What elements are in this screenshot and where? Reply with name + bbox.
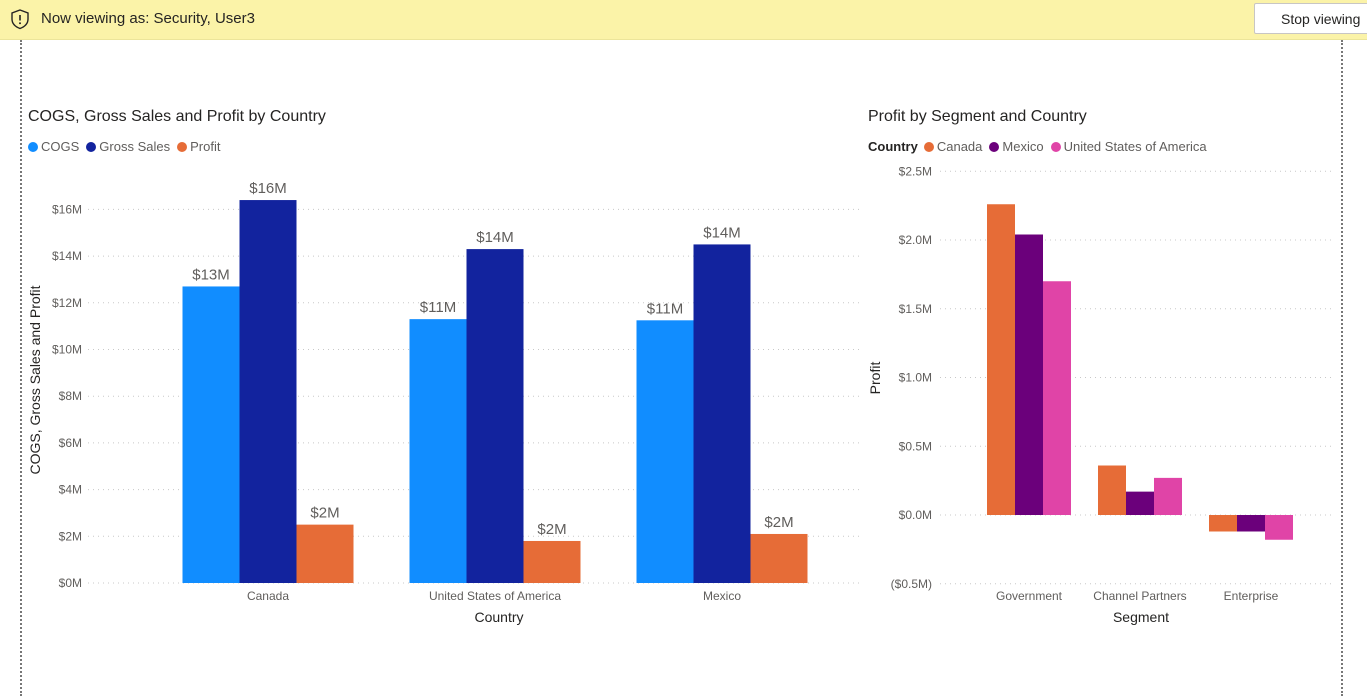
x-tick-label: Government xyxy=(996,589,1063,603)
data-label: $11M xyxy=(647,300,683,317)
legend-label: Canada xyxy=(936,139,983,154)
data-label: $11M xyxy=(420,299,456,316)
y-tick-label: $12M xyxy=(52,296,82,310)
bar xyxy=(523,540,581,583)
bar xyxy=(1154,477,1182,515)
viewing-as-banner: Now viewing as: Security, User3 Stop vie… xyxy=(0,0,1367,40)
chart2-title: Profit by Segment and Country xyxy=(868,108,1087,125)
y-tick-label: $0.5M xyxy=(899,439,932,453)
legend-dot-icon xyxy=(177,141,188,152)
y-axis-title: COGS, Gross Sales and Profit xyxy=(27,285,43,474)
legend-label: Gross Sales xyxy=(99,139,171,154)
chart1-legend: COGS Gross Sales Profit xyxy=(28,139,227,154)
legend-item-mexico[interactable]: Mexico xyxy=(989,139,1044,154)
y-axis-title: Profit xyxy=(867,362,883,395)
legend-dot-icon xyxy=(28,141,38,152)
x-tick-label: Canada xyxy=(247,589,289,603)
legend-label: United States of America xyxy=(1063,139,1207,154)
bar xyxy=(1237,515,1265,532)
legend-item-canada[interactable]: Canada xyxy=(923,139,983,154)
y-tick-label: $8M xyxy=(59,389,82,403)
bar xyxy=(1209,515,1237,532)
legend-dot-icon xyxy=(989,141,1000,152)
bar xyxy=(409,319,467,583)
bar xyxy=(1043,281,1071,515)
x-tick-label: Channel Partners xyxy=(1093,589,1186,603)
bar xyxy=(239,200,297,583)
bar xyxy=(693,244,751,584)
bar xyxy=(1126,491,1154,515)
y-tick-label: $10M xyxy=(52,343,82,357)
y-tick-label: $2M xyxy=(59,529,82,543)
legend-item-gross-sales[interactable]: Gross Sales xyxy=(86,139,170,154)
bar xyxy=(296,524,354,583)
data-label: $14M xyxy=(476,229,514,246)
y-tick-label: $2.0M xyxy=(899,233,932,247)
y-tick-label: $0M xyxy=(59,576,82,590)
legend-item-profit[interactable]: Profit xyxy=(177,139,220,154)
legend-dot-icon xyxy=(923,141,934,152)
bar xyxy=(182,286,240,583)
x-tick-label: Mexico xyxy=(703,589,741,603)
y-tick-label: $1.5M xyxy=(899,302,932,316)
stop-viewing-button[interactable]: Stop viewing xyxy=(1254,3,1367,34)
y-tick-label: $2.5M xyxy=(899,164,932,178)
x-tick-label: United States of America xyxy=(429,589,561,603)
data-label: $14M xyxy=(703,224,741,241)
data-label: $2M xyxy=(764,514,793,531)
legend-item-usa[interactable]: United States of America xyxy=(1050,139,1207,154)
data-label: $13M xyxy=(192,266,230,283)
legend-dot-icon xyxy=(86,141,97,152)
x-tick-label: Enterprise xyxy=(1224,589,1279,603)
bar xyxy=(987,204,1015,515)
bar xyxy=(1265,515,1293,540)
data-label: $2M xyxy=(310,505,339,522)
bar xyxy=(636,320,694,583)
canvas-border-right xyxy=(1341,40,1343,696)
legend-label: COGS xyxy=(41,139,80,154)
y-tick-label: $0.0M xyxy=(899,508,932,522)
y-tick-label: $14M xyxy=(52,249,82,263)
legend-label: Mexico xyxy=(1002,139,1044,154)
y-tick-label: $6M xyxy=(59,436,82,450)
shield-icon xyxy=(11,9,29,30)
legend-title: Country xyxy=(868,139,918,154)
chart1-title: COGS, Gross Sales and Profit by Country xyxy=(28,108,326,125)
legend-item-cogs[interactable]: COGS xyxy=(28,139,79,154)
legend-label: Profit xyxy=(190,139,221,154)
legend-dot-icon xyxy=(1050,141,1061,152)
banner-message: Now viewing as: Security, User3 xyxy=(41,10,255,27)
y-tick-label: $1.0M xyxy=(899,371,932,385)
y-tick-label: $4M xyxy=(59,483,82,497)
bar xyxy=(1015,234,1043,515)
y-tick-label: $16M xyxy=(52,202,82,216)
chart2-legend: Country Canada Mexico United States of A… xyxy=(868,139,1214,154)
bar xyxy=(466,249,524,583)
data-label: $2M xyxy=(537,521,566,538)
bar xyxy=(750,533,808,583)
y-tick-label: ($0.5M) xyxy=(891,577,932,591)
x-axis-title: Segment xyxy=(1113,609,1169,625)
canvas-border-left xyxy=(20,40,22,696)
x-axis-title: Country xyxy=(474,609,523,625)
data-label: $16M xyxy=(249,180,287,197)
bar xyxy=(1098,465,1126,515)
